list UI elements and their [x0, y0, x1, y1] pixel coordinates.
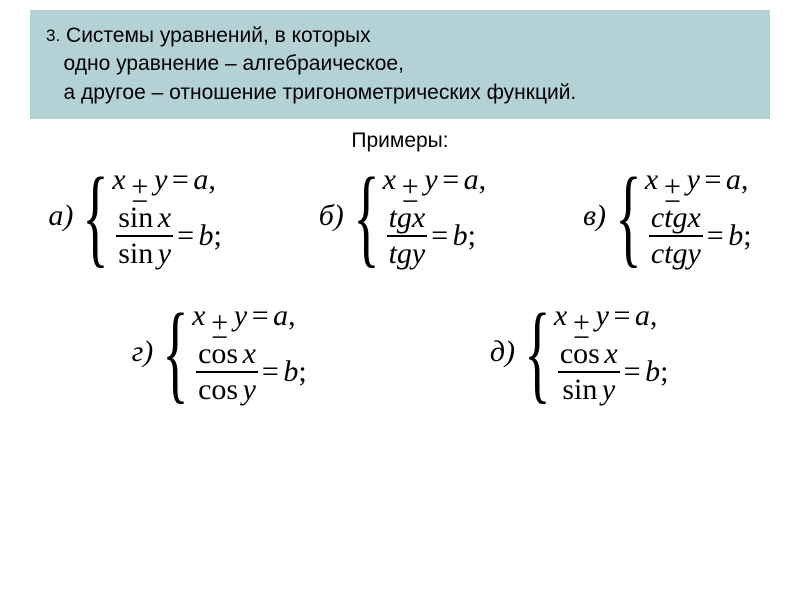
- system-v-body: { xy=a, ctgx ctgy =b;: [610, 163, 752, 269]
- system-g-body: { xy=a, cosx cosy =b;: [157, 299, 306, 405]
- system-d-body: { xy=a, cosx siny =b;: [519, 299, 668, 405]
- system-g-eqns: xy=a, cosx cosy =b;: [192, 299, 307, 405]
- brace-icon: {: [615, 178, 641, 255]
- system-v-eqns: xy=a, ctgx ctgy =b;: [645, 163, 752, 269]
- system-v: в) { xy=a, ctgx ctgy =b;: [583, 163, 752, 269]
- header-text-3: а другое – отношение тригонометрических …: [64, 81, 577, 104]
- system-d-eq1: xy=a,: [554, 299, 669, 333]
- system-d-label: д): [490, 335, 515, 369]
- system-b-eqns: xy=a, tgx tgy =b;: [383, 163, 487, 269]
- header-text-2: одно уравнение – алгебраическое,: [64, 52, 404, 75]
- brace-icon: {: [162, 314, 188, 391]
- system-b-eq2: tgx tgy =b;: [383, 203, 487, 269]
- system-b: б) { xy=a, tgx tgy =b;: [319, 163, 486, 269]
- systems-row-2: г) { xy=a, cosx cosy =b; д) { xy=a,: [40, 299, 760, 405]
- system-v-den: ctgy: [649, 237, 703, 269]
- systems-row-1: а) { xy=a, sinx siny =b; б) { xy=a,: [0, 163, 800, 269]
- system-a-eqns: xy=a, sinx siny =b;: [112, 163, 222, 269]
- system-v-label: в): [583, 199, 606, 233]
- system-v-eq1: xy=a,: [645, 163, 752, 197]
- header-line-3: а другое – отношение тригонометрических …: [46, 79, 754, 107]
- system-a-eq1: xy=a,: [112, 163, 222, 197]
- system-a-body: { xy=a, sinx siny =b;: [77, 163, 221, 269]
- system-d-eqns: xy=a, cosx siny =b;: [554, 299, 669, 405]
- brace-icon: {: [353, 178, 379, 255]
- brace-icon: {: [524, 314, 550, 391]
- system-b-body: { xy=a, tgx tgy =b;: [348, 163, 486, 269]
- examples-label: Примеры:: [0, 129, 800, 153]
- system-g-label: г): [132, 335, 154, 369]
- header-text-1: Системы уравнений, в которых: [66, 24, 371, 47]
- system-g-den: cosy: [196, 373, 258, 405]
- header-line-2: одно уравнение – алгебраическое,: [46, 50, 754, 78]
- system-d-den: siny: [560, 373, 617, 405]
- system-a-den: siny: [116, 237, 173, 269]
- header-box: 3. Системы уравнений, в которых одно ура…: [30, 10, 770, 119]
- system-a: а) { xy=a, sinx siny =b;: [48, 163, 221, 269]
- system-a-label: а): [48, 199, 73, 233]
- system-g-eq1: xy=a,: [192, 299, 307, 333]
- header-number: 3.: [46, 26, 60, 45]
- system-d: д) { xy=a, cosx siny =b;: [490, 299, 669, 405]
- system-a-eq2: sinx siny =b;: [112, 203, 222, 269]
- header-line-1: 3. Системы уравнений, в которых: [46, 22, 754, 50]
- system-g: г) { xy=a, cosx cosy =b;: [132, 299, 307, 405]
- brace-icon: {: [83, 178, 109, 255]
- system-b-label: б): [319, 199, 344, 233]
- system-v-eq2: ctgx ctgy =b;: [645, 203, 752, 269]
- system-b-den: tgy: [387, 237, 428, 269]
- system-b-eq1: xy=a,: [383, 163, 487, 197]
